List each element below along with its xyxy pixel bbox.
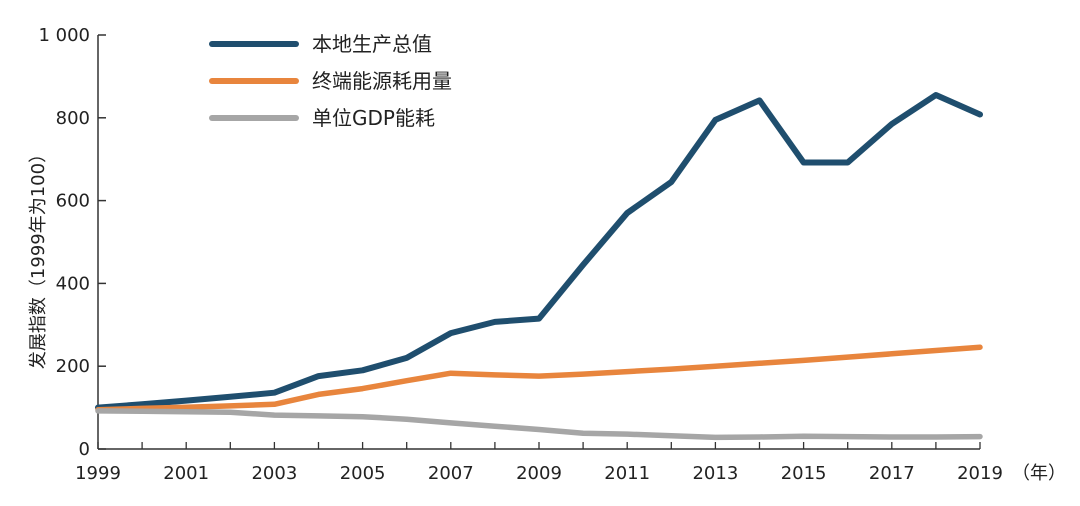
y-tick-label: 0	[79, 439, 90, 460]
series-line-2	[95, 344, 983, 413]
legend-label: 本地生产总值	[312, 32, 432, 56]
x-tick-label: 2019	[957, 463, 1003, 484]
x-tick-label: 2001	[163, 463, 209, 484]
x-tick-label: 2011	[604, 463, 650, 484]
y-tick-label: 600	[56, 191, 90, 212]
y-tick-label: 800	[56, 108, 90, 129]
y-axis-title: 发展指数（1999年为100）	[28, 145, 49, 369]
x-tick-label: 2013	[692, 463, 738, 484]
series-line-1	[95, 92, 983, 411]
axes: 0 200 400 600 800 1 000 1999 2001 2003 2005 2007 20…	[28, 25, 1066, 484]
series-lines	[95, 92, 983, 441]
x-tick-label: 2009	[516, 463, 562, 484]
x-tick-label: 2015	[781, 463, 827, 484]
y-tick-label: 400	[56, 273, 90, 294]
x-tick-label: 2003	[251, 463, 297, 484]
y-tick-label: 200	[56, 356, 90, 377]
x-tick-label: 2005	[340, 463, 386, 484]
x-tick-label: 2017	[869, 463, 915, 484]
series-line-3	[95, 408, 983, 441]
x-axis-title: （年）	[1012, 463, 1066, 484]
legend-label: 单位GDP能耗	[312, 106, 435, 130]
x-tick-label: 1999	[75, 463, 121, 484]
legend-label: 终端能源耗用量	[312, 69, 452, 93]
x-tick-label: 2007	[428, 463, 474, 484]
y-tick-label: 1 000	[38, 25, 90, 46]
